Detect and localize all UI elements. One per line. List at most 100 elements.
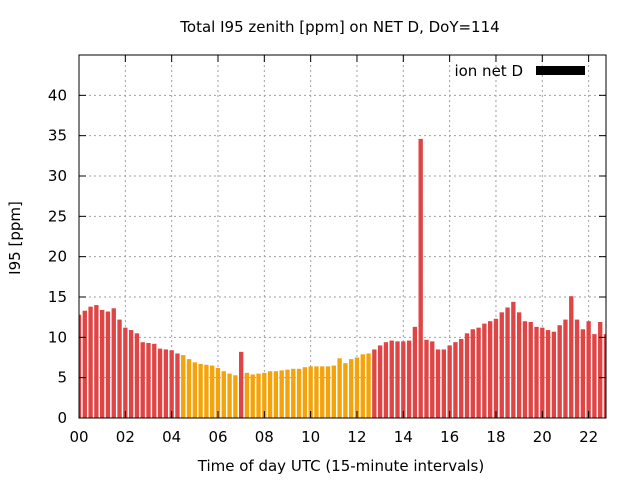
bar [528,322,533,418]
bar [354,357,360,418]
bar [291,368,296,418]
x-tick-label: 14 [394,428,413,446]
bar [505,307,510,418]
y-tick-label: 15 [48,288,67,306]
bar [250,374,255,418]
bar [412,326,418,418]
bar [285,369,290,418]
bar [360,354,365,418]
bar [447,345,452,418]
bar [598,322,603,418]
bar [430,341,435,418]
bar [545,330,551,418]
x-tick-label: 20 [533,428,552,446]
bar [181,355,186,418]
bar [273,371,279,418]
bar [534,326,539,418]
bar [424,339,429,418]
bar [516,312,522,418]
bar [198,363,203,418]
bar [586,321,591,418]
x-tick-label: 00 [69,428,88,446]
bar [227,373,232,418]
bar [111,308,116,418]
x-tick-label: 02 [116,428,135,446]
bar [152,343,157,418]
bar [204,364,209,418]
bar [210,365,215,418]
bar [464,333,470,418]
bar [557,325,562,418]
y-tick-label: 30 [48,167,67,185]
bar [337,358,342,418]
x-tick-label: 12 [347,428,366,446]
grid [79,55,606,418]
chart-title: Total I95 zenith [ppm] on NET D, DoY=114 [179,18,499,36]
bar [325,366,331,418]
bar [262,372,267,418]
y-tick-label: 20 [48,248,67,266]
bar [134,333,140,418]
plot-frame [78,54,607,419]
x-tick-label: 08 [255,428,274,446]
bar [459,338,464,418]
bar [551,331,557,418]
bar [140,342,145,418]
x-axis-label: Time of day UTC (15-minute intervals) [197,457,484,475]
bar [215,367,221,418]
bar [79,314,82,418]
legend-label: ion net D [454,62,523,80]
bars [79,138,606,419]
bar [279,370,284,418]
x-tick-label: 04 [162,428,181,446]
x-tick-label: 16 [440,428,459,446]
bar [540,327,545,418]
bar [349,359,354,418]
bar [175,353,180,418]
bar [331,365,336,418]
bar [163,349,169,418]
bar [574,319,580,418]
bar [238,351,244,418]
y-tick-label: 0 [57,409,67,427]
bar [221,371,226,418]
bar [372,349,377,418]
bar [406,340,412,418]
bar [418,138,423,419]
ticks: 0 5 10 15 20 25 30 35 40 00 02 04 06 08 10 12 14 16 18 20 22 [48,55,606,446]
bar [343,363,348,418]
bar [192,362,197,418]
bar [117,319,122,418]
bar [308,366,313,418]
bar [169,350,174,418]
bar [244,372,250,418]
bar [563,319,568,418]
bar [453,342,458,418]
bar [569,296,574,418]
bar [128,330,134,418]
bar [105,311,111,418]
bar [499,312,504,418]
bar [441,349,447,418]
x-tick-label: 22 [579,428,598,446]
bar [522,321,528,418]
bar [511,301,516,418]
bar [123,327,128,418]
bar [603,334,606,418]
bar [82,310,87,418]
y-tick-label: 25 [48,207,67,225]
bar [314,366,319,418]
bar [186,359,192,418]
y-tick-label: 5 [57,369,67,387]
y-tick-label: 10 [48,328,67,346]
bar [476,327,481,418]
bar [383,342,389,418]
bar [99,309,105,418]
bar [94,305,99,418]
bar [267,371,273,418]
bar [470,329,475,418]
bar [366,353,371,418]
bar [389,340,394,418]
bar [302,367,308,418]
